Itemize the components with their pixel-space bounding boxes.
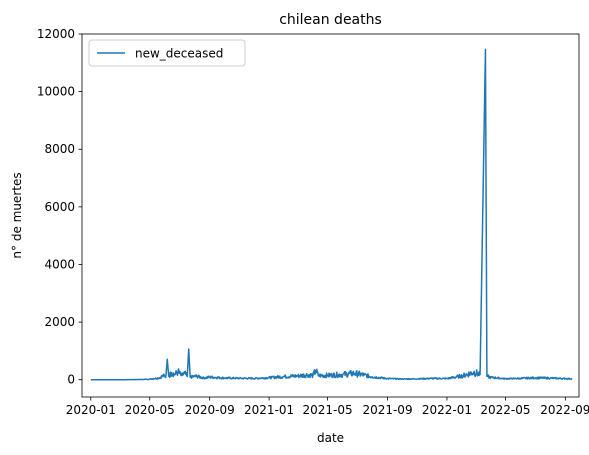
x-tick-label: 2020-05 xyxy=(125,403,175,417)
x-tick-label: 2020-09 xyxy=(185,403,235,417)
chart-title: chilean deaths xyxy=(279,12,382,28)
y-axis-label: n° de muertes xyxy=(10,172,24,258)
y-tick-label: 8000 xyxy=(44,142,75,156)
axes-layer xyxy=(81,33,580,398)
x-axis-label: date xyxy=(317,431,344,445)
x-tick-label: 2021-05 xyxy=(303,403,353,417)
x-tick-label: 2022-01 xyxy=(422,403,472,417)
legend: new_deceased xyxy=(88,39,246,67)
plot-area xyxy=(82,34,579,397)
series-layer xyxy=(90,48,573,381)
x-tick-label: 2020-01 xyxy=(66,403,116,417)
y-tick-label: 12000 xyxy=(37,27,75,41)
x-tick-label: 2022-05 xyxy=(480,403,530,417)
legend-box xyxy=(88,39,246,67)
y-tick-label: 0 xyxy=(67,373,75,387)
y-axis-ticks: 0 2000 4000 6000 8000 10000 12000 xyxy=(37,27,82,387)
y-tick-label: 10000 xyxy=(37,85,75,99)
x-tick-label: 2021-01 xyxy=(244,403,294,417)
legend-label: new_deceased xyxy=(135,47,223,61)
plot-frame xyxy=(81,33,580,398)
y-tick-label: 4000 xyxy=(44,257,75,271)
series-line-new_deceased xyxy=(90,48,573,381)
x-tick-label: 2022-09 xyxy=(540,403,589,417)
x-axis-ticks: 2020-01 2020-05 2020-09 2021-01 2021-05 2021-… xyxy=(66,397,589,417)
x-tick-label: 2021-09 xyxy=(362,403,412,417)
y-tick-label: 6000 xyxy=(44,200,75,214)
y-tick-label: 2000 xyxy=(44,315,75,329)
